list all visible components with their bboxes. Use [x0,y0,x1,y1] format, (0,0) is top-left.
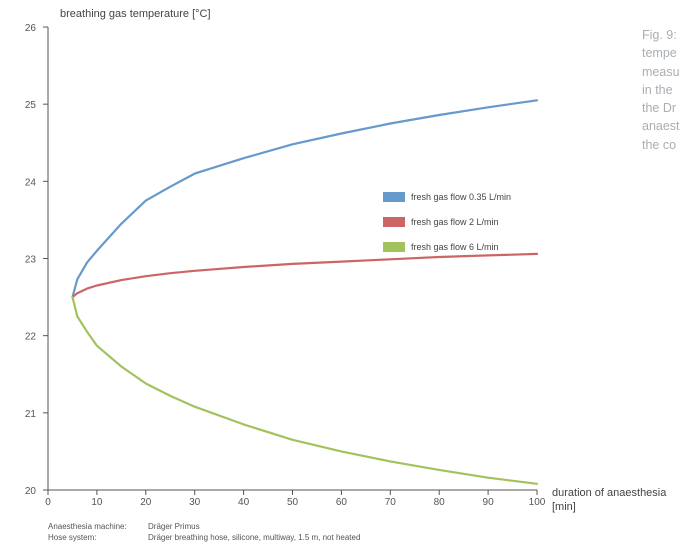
x-axis-title: duration of anaesthesia [552,487,667,499]
y-tick-label: 24 [25,177,37,188]
x-tick-label: 60 [336,497,348,508]
y-axis-title: breathing gas temperature [°C] [60,8,211,20]
series-line-3 [71,296,539,485]
x-tick-label: 70 [385,497,397,508]
series-line-1 [71,99,539,299]
caption-line: tempe [642,46,677,61]
x-tick-label: 80 [434,497,446,508]
caption-line: Fig. 9: [642,28,677,42]
footnote-hose: Hose system: Dräger breathing hose, silic… [48,533,360,542]
x-tick-label: 0 [45,497,51,508]
y-tick-label: 23 [25,255,37,266]
x-axis-ticks: 0 10 20 30 40 50 60 70 80 90 100 [45,490,546,508]
legend-label: fresh gas flow 2 L/min [411,217,499,227]
caption-line: measu [642,64,680,79]
caption-line: anaest [642,119,680,134]
y-tick-label: 22 [25,332,37,343]
footnote-machine: Anaesthesia machine: Dräger Primus [48,522,200,531]
x-axis-unit: [min] [552,501,576,513]
legend-swatch [383,217,405,227]
caption-line: the co [642,137,677,152]
footnote-label: Anaesthesia machine: [48,522,127,531]
y-axis-ticks: 20 21 22 23 24 25 26 [25,23,48,497]
series-lines [71,99,539,485]
footnote-value: Dräger breathing hose, silicone, multiwa… [148,533,361,542]
x-tick-label: 10 [91,497,103,508]
series-line-2 [71,252,539,299]
y-tick-label: 21 [25,409,37,420]
y-tick-label: 26 [25,23,37,34]
legend-swatch [383,242,405,252]
x-tick-label: 30 [189,497,201,508]
x-tick-label: 20 [140,497,152,508]
legend-swatch [383,192,405,202]
legend: fresh gas flow 0.35 L/min fresh gas flow … [383,192,511,252]
y-tick-label: 20 [25,486,37,497]
x-tick-label: 90 [483,497,495,508]
x-tick-label: 100 [529,497,546,508]
legend-label: fresh gas flow 6 L/min [411,242,499,252]
x-tick-label: 40 [238,497,250,508]
legend-label: fresh gas flow 0.35 L/min [411,192,511,202]
y-tick-label: 25 [25,100,37,111]
caption-line: in the [642,82,673,97]
footnote-label: Hose system: [48,533,97,542]
figure-caption: Fig. 9: tempe measu in the the Dr anaest… [642,26,693,154]
caption-line: the Dr [642,101,677,116]
footnote-value: Dräger Primus [148,522,200,531]
x-tick-label: 50 [287,497,299,508]
